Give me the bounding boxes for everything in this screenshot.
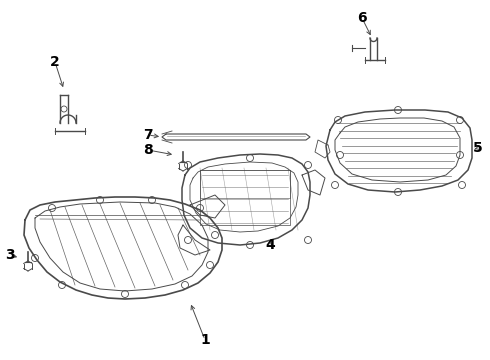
Text: 2: 2 — [50, 55, 60, 69]
Text: 6: 6 — [357, 11, 367, 25]
Text: 4: 4 — [265, 238, 275, 252]
Text: 3: 3 — [5, 248, 15, 262]
Text: 7: 7 — [143, 128, 153, 142]
Text: 5: 5 — [473, 141, 483, 155]
Text: 8: 8 — [143, 143, 153, 157]
Text: 1: 1 — [200, 333, 210, 347]
